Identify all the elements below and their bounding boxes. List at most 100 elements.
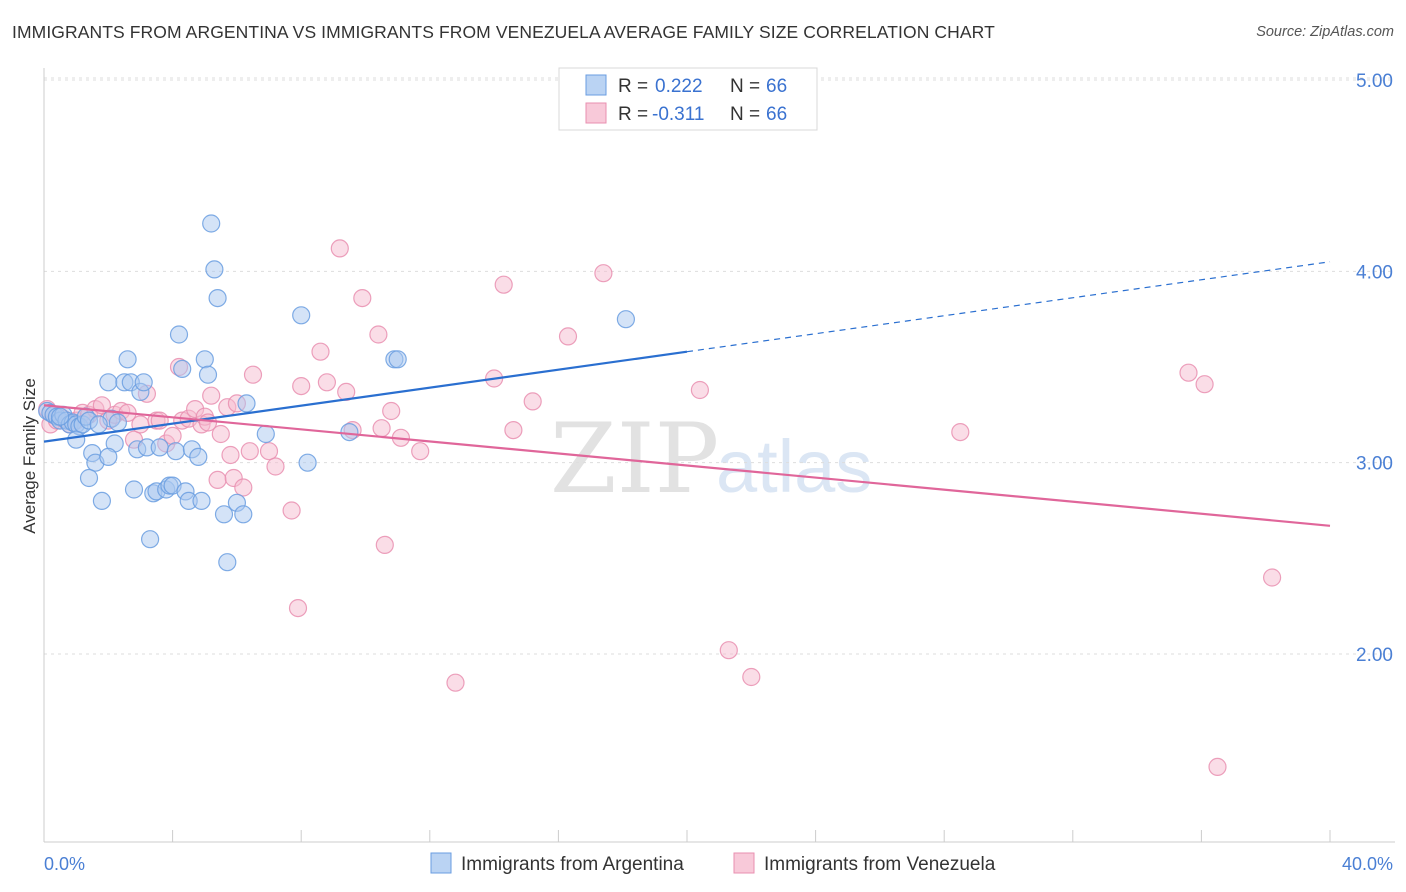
y-tick-label-3: 5.00 (1356, 71, 1393, 92)
bottom-legend-label-venezuela: Immigrants from Venezuela (764, 854, 996, 875)
bottom-legend-label-argentina: Immigrants from Argentina (461, 854, 684, 875)
venezuela-point-50 (369, 325, 388, 344)
argentina-point-59 (340, 423, 359, 442)
legend-n-label-1: N = (730, 76, 760, 97)
venezuela-point-30 (208, 470, 227, 489)
venezuela-point-41 (282, 501, 301, 520)
argentina-point-62 (616, 310, 636, 329)
argentina-point-50 (208, 289, 227, 308)
series-legend: Immigrants from Argentina Immigrants fro… (430, 852, 996, 875)
argentina-point-56 (256, 424, 275, 444)
argentina-trend-extension (686, 261, 1331, 353)
venezuela-point-61 (558, 327, 578, 346)
x-axis-ticks: 0.0% 40.0% (44, 854, 1393, 874)
argentina-point-31 (141, 530, 160, 549)
venezuela-point-55 (411, 442, 430, 461)
argentina-point-63 (99, 447, 118, 466)
y-tick-label-0: 2.00 (1356, 645, 1393, 666)
venezuela-point-62 (594, 264, 613, 283)
legend-r-label-1: R = (618, 76, 648, 97)
argentina-point-48 (202, 214, 221, 233)
argentina-point-47 (198, 365, 218, 384)
venezuela-point-51 (372, 419, 391, 438)
argentina-point-45 (192, 491, 211, 510)
argentina-point-17 (79, 468, 99, 488)
trend-lines (43, 261, 1331, 527)
argentina-point-18 (92, 491, 112, 510)
argentina-point-54 (234, 505, 253, 524)
axes (43, 68, 1395, 843)
legend-r-value-2: -0.311 (652, 104, 704, 125)
argentina-point-51 (214, 505, 234, 524)
venezuela-point-44 (311, 342, 330, 361)
x-tick-label-0: 0.0% (44, 854, 85, 874)
y-axis-label: Average Family Size (20, 378, 39, 534)
venezuela-point-68 (1195, 375, 1214, 394)
argentina-point-64 (50, 407, 70, 426)
argentina-point-49 (205, 260, 224, 279)
venezuela-point-52 (375, 535, 394, 555)
watermark-zip: ZIP (550, 403, 719, 515)
legend-swatch-argentina (585, 74, 607, 96)
argentina-points (38, 214, 636, 572)
bottom-legend-swatch-argentina (430, 852, 452, 874)
argentina-point-22 (108, 413, 128, 432)
venezuela-point-70 (1262, 568, 1282, 587)
argentina-point-26 (124, 480, 144, 499)
legend-n-label-2: N = (730, 104, 760, 125)
y-tick-label-2: 4.00 (1356, 262, 1393, 283)
legend-n-value-1: 66 (766, 76, 787, 97)
venezuela-point-60 (523, 392, 542, 411)
argentina-point-40 (173, 359, 192, 378)
venezuela-point-31 (211, 424, 230, 444)
argentina-point-65 (89, 415, 108, 434)
venezuela-point-43 (292, 377, 311, 396)
y-tick-label-1: 3.00 (1356, 454, 1393, 475)
legend-swatch-venezuela (585, 102, 607, 124)
argentina-point-46 (195, 350, 214, 369)
venezuela-point-56 (446, 673, 465, 692)
venezuela-point-40 (266, 457, 285, 476)
watermark-atlas: atlas (716, 425, 872, 508)
venezuela-point-65 (742, 667, 761, 687)
argentina-point-34 (150, 438, 169, 457)
venezuela-point-69 (1208, 757, 1227, 777)
watermark: ZIP atlas (550, 403, 872, 515)
venezuela-point-53 (382, 401, 401, 421)
bottom-legend-swatch-venezuela (733, 852, 755, 874)
source-label: Source: ZipAtlas.com (1256, 24, 1394, 40)
venezuela-point-63 (690, 380, 710, 400)
venezuela-point-42 (288, 598, 308, 618)
argentina-trend-line (43, 350, 688, 443)
legend-r-value-1: 0.222 (655, 76, 703, 97)
venezuela-point-37 (240, 442, 259, 461)
venezuela-point-39 (259, 442, 279, 461)
y-axis-ticks: 2.00 3.00 4.00 5.00 (1356, 71, 1393, 666)
venezuela-point-45 (317, 373, 336, 392)
venezuela-point-46 (330, 239, 349, 258)
venezuela-point-49 (353, 289, 372, 308)
argentina-point-57 (292, 306, 311, 325)
argentina-point-58 (298, 453, 317, 472)
argentina-point-52 (218, 553, 237, 572)
venezuela-point-58 (494, 275, 513, 294)
venezuela-point-33 (221, 445, 240, 465)
legend-n-value-2: 66 (766, 104, 787, 125)
venezuela-point-67 (1179, 363, 1198, 382)
argentina-point-44 (189, 447, 208, 466)
correlation-legend: R = 0.222 N = 66 R = -0.311 N = 66 (558, 67, 818, 131)
chart-title: IMMIGRANTS FROM ARGENTINA VS IMMIGRANTS … (12, 22, 995, 42)
venezuela-trend-line (43, 404, 1331, 527)
venezuela-point-59 (504, 421, 523, 440)
venezuela-point-36 (234, 478, 253, 497)
argentina-point-29 (134, 373, 153, 392)
argentina-point-61 (388, 350, 407, 369)
venezuela-point-64 (719, 641, 738, 660)
venezuela-point-16 (131, 415, 150, 434)
venezuela-point-66 (951, 423, 970, 442)
argentina-point-39 (169, 325, 189, 344)
legend-r-label-2: R = (618, 104, 648, 125)
argentina-point-14 (67, 430, 86, 449)
argentina-point-55 (237, 394, 256, 413)
